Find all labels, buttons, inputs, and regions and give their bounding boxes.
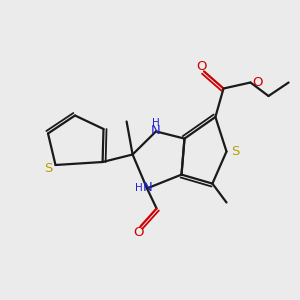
Text: N: N (151, 124, 160, 137)
Text: S: S (231, 145, 239, 158)
Text: S: S (44, 162, 52, 175)
Text: O: O (196, 59, 207, 73)
Text: O: O (252, 76, 262, 89)
Text: H: H (152, 118, 159, 128)
Text: O: O (133, 226, 143, 239)
Text: H: H (135, 183, 142, 193)
Text: N: N (143, 181, 153, 194)
